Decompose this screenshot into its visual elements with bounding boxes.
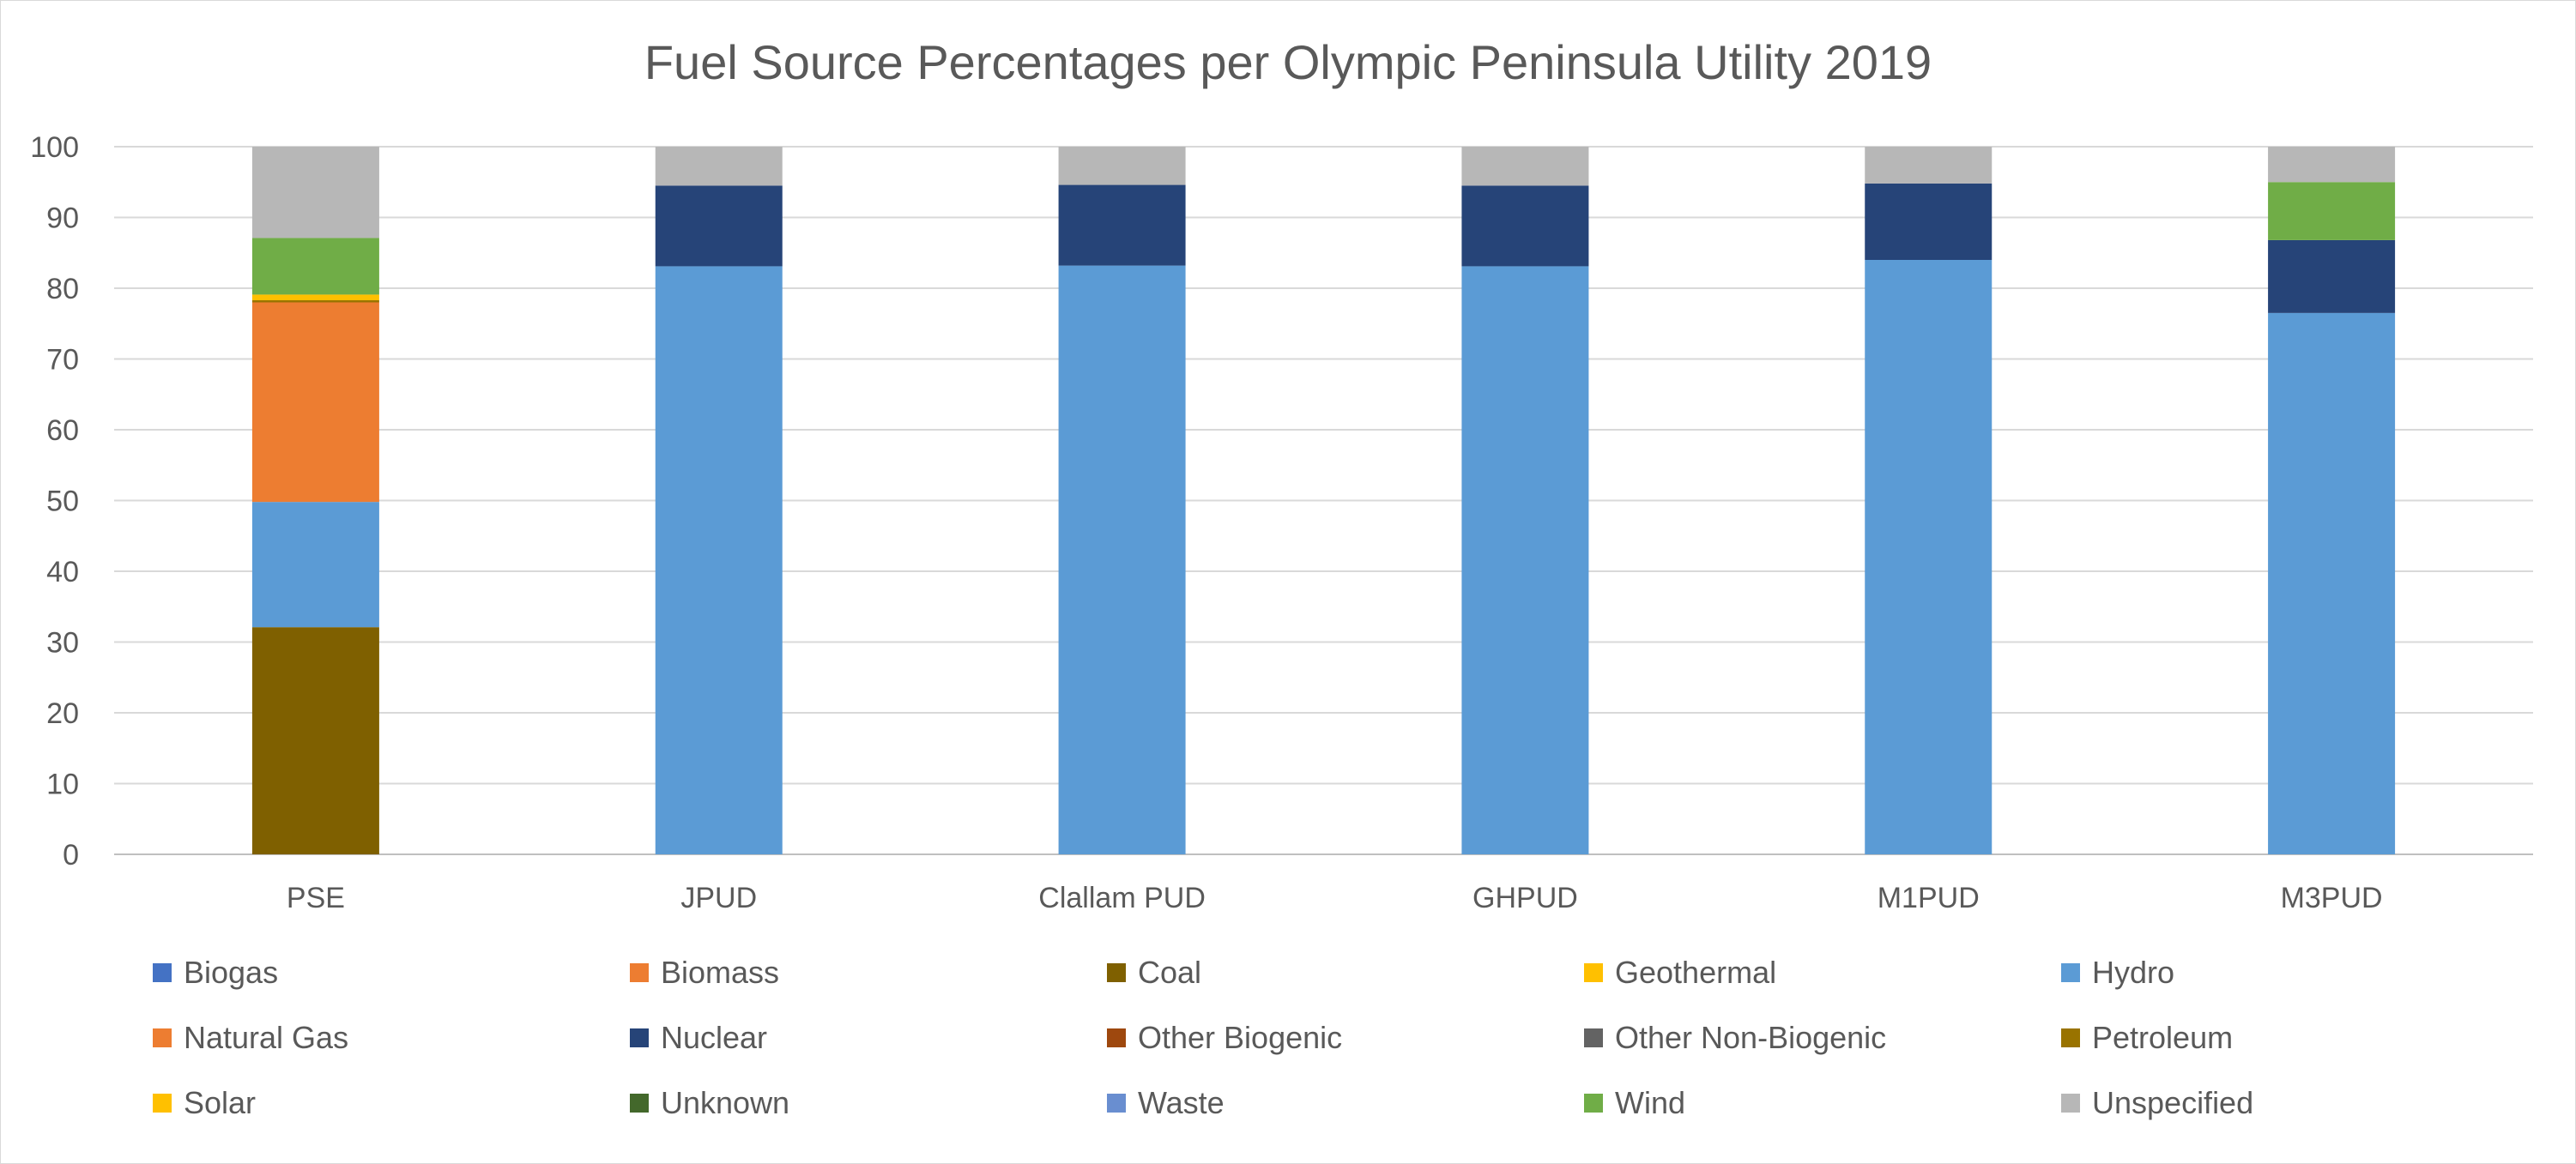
legend-label: Natural Gas [184, 1020, 349, 1055]
y-tick-label: 40 [46, 556, 79, 588]
y-tick-label: 60 [46, 414, 79, 447]
y-tick-label: 0 [63, 839, 79, 871]
bar-segment [1058, 147, 1186, 185]
y-axis: 0 10 20 30 40 50 60 70 80 90 100 [30, 131, 79, 871]
legend-swatch [630, 1094, 649, 1113]
x-tick-label: GHPUD [1472, 882, 1578, 914]
bar-segment [2268, 312, 2396, 854]
legend-label: Unknown [661, 1085, 790, 1120]
legend-label: Solar [184, 1085, 257, 1120]
chart-title: Fuel Source Percentages per Olympic Peni… [644, 35, 1932, 89]
legend-entry: Waste [1107, 1084, 1584, 1122]
bar-segment [2268, 239, 2396, 313]
bar-segment [1461, 147, 1589, 186]
legend-swatch [153, 1094, 172, 1113]
bar-segment [1461, 185, 1589, 267]
legend-label: Nuclear [661, 1020, 768, 1055]
bar-segment [2268, 147, 2396, 183]
bar-segment [251, 147, 379, 238]
legend-swatch [1584, 963, 1603, 982]
legend-label: Petroleum [2092, 1020, 2234, 1055]
bar-segment [1865, 260, 1992, 854]
legend-swatch [2061, 1028, 2080, 1047]
legend-entry: Other Non-Biogenic [1584, 1019, 2061, 1057]
legend-entry: Unknown [630, 1084, 1107, 1122]
legend-swatch [1107, 1028, 1126, 1047]
y-tick-label: 50 [46, 486, 79, 518]
legend-entry: Unspecified [2061, 1084, 2538, 1122]
x-tick-label: M1PUD [1878, 882, 1980, 914]
legend-label: Unspecified [2092, 1085, 2254, 1120]
legend-entry: Biogas [153, 954, 630, 992]
y-tick-label: 30 [46, 627, 79, 660]
legend-label: Wind [1615, 1085, 1686, 1120]
bars [251, 147, 2396, 855]
legend: Biogas Biomass Coal Geothermal Hydro Natural … [153, 954, 2538, 1122]
legend-swatch [1584, 1028, 1603, 1047]
x-tick-label: JPUD [680, 882, 757, 914]
gridlines [114, 146, 2533, 855]
legend-label: Biomass [661, 955, 780, 990]
x-tick-label: Clallam PUD [1038, 882, 1206, 914]
legend-label: Biogas [184, 955, 279, 990]
legend-label: Geothermal [1615, 955, 1777, 990]
y-tick-label: 90 [46, 202, 79, 235]
bar-segment [1865, 183, 1992, 260]
legend-entry: Natural Gas [153, 1019, 630, 1057]
bar-segment [251, 627, 379, 854]
legend-swatch [630, 963, 649, 982]
legend-entry: Nuclear [630, 1019, 1107, 1057]
bar-segment [655, 185, 783, 267]
x-tick-label: M3PUD [2281, 882, 2383, 914]
legend-label: Waste [1138, 1085, 1225, 1120]
legend-entry: Petroleum [2061, 1019, 2538, 1057]
legend-entry: Wind [1584, 1084, 2061, 1122]
y-tick-label: 10 [46, 769, 79, 801]
legend-entry: Hydro [2061, 954, 2538, 992]
legend-swatch [153, 1028, 172, 1047]
legend-swatch [630, 1028, 649, 1047]
legend-entry: Other Biogenic [1107, 1019, 1584, 1057]
bar-segment [2268, 182, 2396, 240]
legend-swatch [1107, 963, 1126, 982]
bar-segment [655, 147, 783, 186]
bar-segment [251, 238, 379, 295]
y-tick-label: 80 [46, 273, 79, 305]
x-axis: PSE JPUD Clallam PUD GHPUD M1PUD M3PUD [287, 882, 2383, 914]
bar-segment [1865, 147, 1992, 184]
legend-swatch [1107, 1094, 1126, 1113]
bar-segment [251, 294, 379, 301]
y-tick-label: 100 [30, 131, 79, 164]
x-tick-label: PSE [287, 882, 345, 914]
legend-entry: Biomass [630, 954, 1107, 992]
legend-entry: Geothermal [1584, 954, 2061, 992]
bar-segment [1058, 265, 1186, 855]
legend-swatch [2061, 963, 2080, 982]
legend-entry: Solar [153, 1084, 630, 1122]
legend-label: Other Non-Biogenic [1615, 1020, 1887, 1055]
bar-segment [251, 300, 379, 303]
bar-segment [655, 266, 783, 854]
legend-entry: Coal [1107, 954, 1584, 992]
bar-segment [251, 502, 379, 628]
legend-swatch [2061, 1094, 2080, 1113]
legend-label: Other Biogenic [1138, 1020, 1343, 1055]
bar-segment [251, 302, 379, 503]
y-tick-label: 20 [46, 697, 79, 730]
bar-segment [1461, 266, 1589, 854]
legend-swatch [153, 963, 172, 982]
legend-label: Coal [1138, 955, 1202, 990]
y-tick-label: 70 [46, 344, 79, 377]
bar-segment [1058, 184, 1186, 266]
legend-swatch [1584, 1094, 1603, 1113]
legend-label: Hydro [2092, 955, 2175, 990]
